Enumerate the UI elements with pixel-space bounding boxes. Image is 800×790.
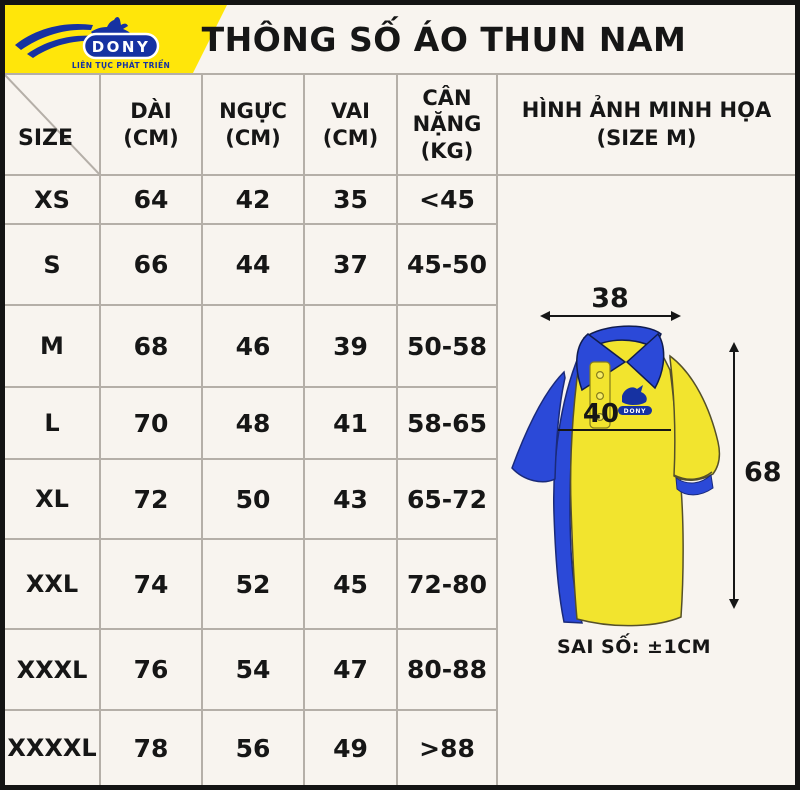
col-header-line: NGỰC [219, 99, 287, 124]
col-header-nguc: NGỰC (CM) [203, 75, 305, 176]
col-header-line: DÀI [130, 99, 172, 124]
table-cell: 56 [203, 711, 305, 785]
table-row-size: XS [5, 176, 101, 225]
brand-name: DONY [92, 38, 151, 56]
col-header-cannang: CÂN NẶNG (KG) [398, 75, 498, 176]
table-cell: 35 [305, 176, 398, 225]
table-cell: 46 [203, 306, 305, 388]
table-cell: 44 [203, 225, 305, 306]
brand-logo: DONY LIÊN TỤC PHÁT TRIỂN [5, 5, 227, 73]
col-header-line: (CM) [225, 125, 281, 150]
table-cell: 47 [305, 630, 398, 711]
table-cell: 45 [305, 540, 398, 630]
arrow-head [671, 311, 681, 321]
illustration-header-line: (SIZE M) [596, 125, 697, 150]
table-cell: 52 [203, 540, 305, 630]
shirt-button [595, 392, 604, 401]
arrow-head [540, 311, 550, 321]
shirt-right-sleeve [669, 354, 721, 481]
corner-cell: SIZE [5, 75, 101, 176]
table-cell: 39 [305, 306, 398, 388]
shirt-sleeve-trim [675, 474, 714, 496]
col-header-line: (CM) [123, 125, 179, 150]
diagonal-divider [5, 75, 101, 176]
shirt-left-sleeve [511, 370, 566, 483]
brand-badge [618, 406, 652, 415]
arrow-head [729, 599, 739, 609]
page-title: THÔNG SỐ ÁO THUN NAM [201, 19, 687, 59]
table-row-size: XXXL [5, 630, 101, 711]
corner-label: SIZE [18, 125, 74, 151]
size-table: SIZE DÀI (CM) NGỰC (CM) VAI (CM) CÂN NẶN… [5, 75, 795, 785]
col-header-line: CÂN NẶNG [412, 86, 482, 137]
brand-tagline: LIÊN TỤC PHÁT TRIỂN [72, 60, 170, 70]
col-header-line: (KG) [420, 138, 474, 163]
table-row-size: M [5, 306, 101, 388]
illustration-header: HÌNH ẢNH MINH HỌA (SIZE M) [498, 75, 795, 176]
shirt-illustration: DONY 38 40 68 SAI SỐ: ±1CM [498, 176, 795, 785]
table-cell: 80-88 [398, 630, 498, 711]
shirt-collar-right [625, 332, 665, 390]
table-cell: 45-50 [398, 225, 498, 306]
table-cell: 48 [203, 388, 305, 460]
table-cell: 72 [101, 460, 203, 540]
table-cell: 37 [305, 225, 398, 306]
table-cell: 76 [101, 630, 203, 711]
table-cell: >88 [398, 711, 498, 785]
title-bar: DONY LIÊN TỤC PHÁT TRIỂN THÔNG SỐ ÁO THU… [5, 5, 795, 75]
shirt-button [595, 413, 604, 422]
illustration-header-line: HÌNH ẢNH MINH HỌA [521, 98, 772, 123]
tolerance-note: SAI SỐ: ±1CM [557, 632, 711, 658]
table-cell: 54 [203, 630, 305, 711]
col-header-vai: VAI (CM) [305, 75, 398, 176]
table-cell: 70 [101, 388, 203, 460]
col-header-line: (CM) [322, 125, 379, 150]
col-header-dai: DÀI (CM) [101, 75, 203, 176]
shirt-chest-logo: DONY [618, 385, 652, 415]
table-cell: <45 [398, 176, 498, 225]
table-row-size: XXXXL [5, 711, 101, 785]
brand-badge [82, 32, 160, 60]
brand-name: DONY [624, 408, 647, 415]
kangaroo-icon [622, 385, 647, 405]
shoulder-width-value: 38 [591, 283, 629, 314]
table-cell: 50-58 [398, 306, 498, 388]
table-cell: 66 [101, 225, 203, 306]
table-cell: 50 [203, 460, 305, 540]
swoosh-icon [27, 35, 95, 58]
swoosh-icon [15, 23, 93, 50]
arrow-head [729, 342, 739, 352]
table-cell: 41 [305, 388, 398, 460]
table-cell: 42 [203, 176, 305, 225]
length-value: 68 [744, 457, 782, 488]
table-cell: 65-72 [398, 460, 498, 540]
shirt-cuff-line [673, 471, 713, 480]
table-row-size: L [5, 388, 101, 460]
table-cell: 43 [305, 460, 398, 540]
polo-shirt-diagram: DONY 38 40 68 SAI SỐ: ±1CM [511, 283, 782, 658]
shirt-button [595, 371, 604, 380]
table-cell: 49 [305, 711, 398, 785]
table-row-size: S [5, 225, 101, 306]
table-row-size: XL [5, 460, 101, 540]
table-row-size: XXL [5, 540, 101, 630]
table-cell: 74 [101, 540, 203, 630]
table-cell: 64 [101, 176, 203, 225]
table-cell: 78 [101, 711, 203, 785]
table-cell: 68 [101, 306, 203, 388]
table-cell: 72-80 [398, 540, 498, 630]
table-cell: 58-65 [398, 388, 498, 460]
chest-width-value: 40 [583, 399, 619, 429]
col-header-line: VAI [331, 99, 370, 124]
